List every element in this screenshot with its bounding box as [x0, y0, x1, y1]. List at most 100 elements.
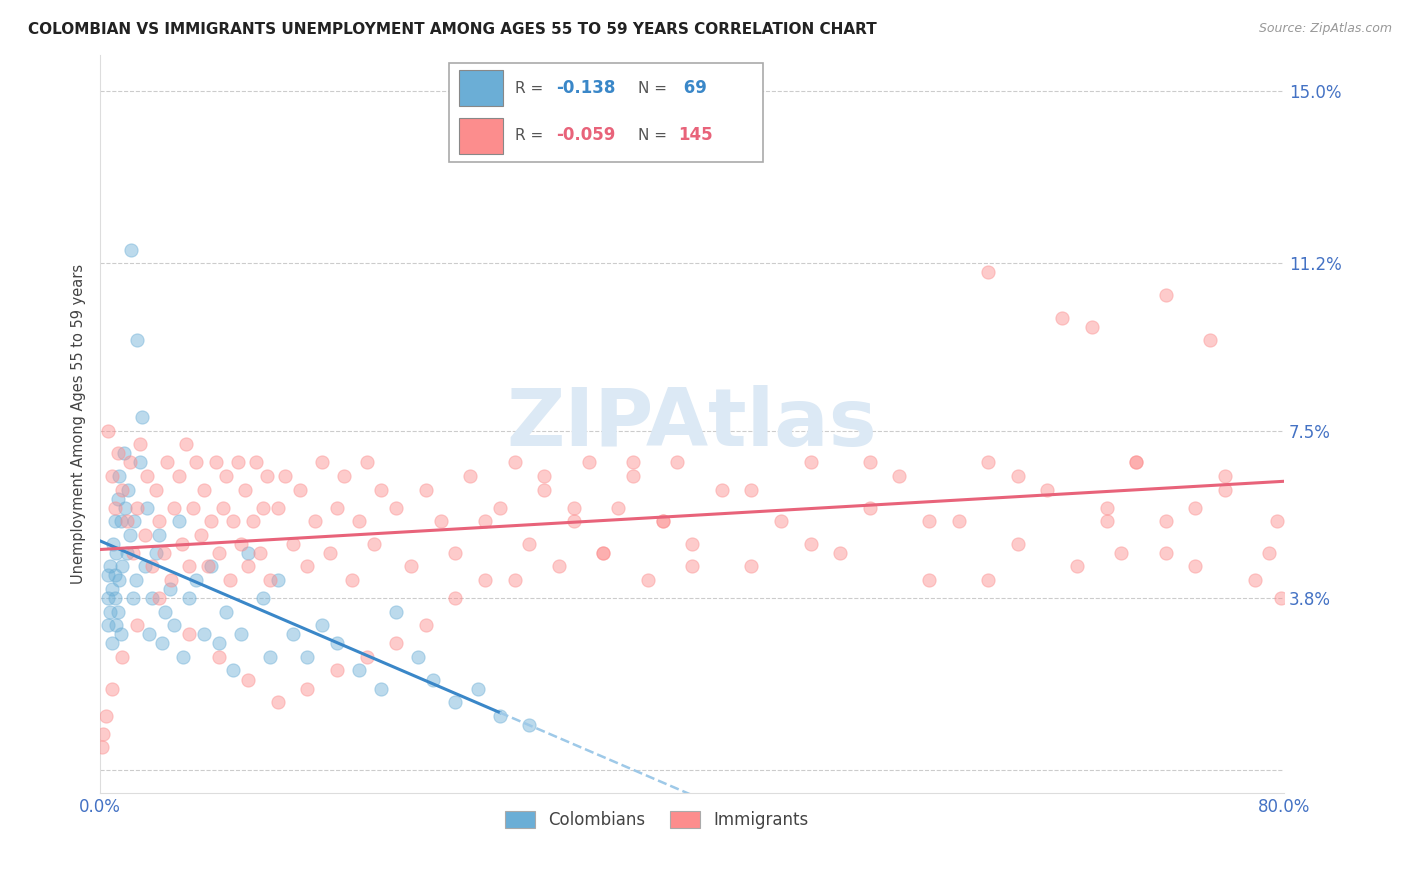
Point [1111, 546, 1133, 560]
Point [145, 483, 167, 497]
Point [233, 483, 256, 497]
Point [444, 546, 467, 560]
Point [101, 469, 124, 483]
Point [197, 559, 219, 574]
Point [138, 627, 160, 641]
Point [105, 546, 128, 560]
Point [769, 514, 792, 528]
Point [226, 455, 249, 469]
Point [242, 514, 264, 528]
Point [177, 627, 200, 641]
Point [163, 500, 186, 515]
Point [281, 627, 304, 641]
Point [977, 455, 1000, 469]
Point [356, 649, 378, 664]
Point [429, 514, 451, 528]
Point [104, 500, 127, 515]
Point [159, 582, 181, 596]
Point [408, 649, 430, 664]
Point [651, 514, 673, 528]
Point [193, 627, 215, 641]
Point [356, 455, 378, 469]
Point [347, 514, 370, 528]
Point [259, 649, 281, 664]
Point [592, 546, 614, 560]
Point [1066, 559, 1088, 574]
Point [105, 618, 128, 632]
Point [215, 469, 238, 483]
Point [101, 582, 124, 596]
Point [103, 537, 125, 551]
Point [1184, 500, 1206, 515]
Point [681, 537, 703, 551]
Point [607, 500, 630, 515]
Point [107, 605, 129, 619]
Point [458, 469, 481, 483]
Point [267, 573, 290, 587]
Point [326, 500, 349, 515]
Point [1036, 483, 1059, 497]
Point [167, 514, 190, 528]
Point [1243, 573, 1265, 587]
Point [222, 514, 245, 528]
Point [533, 469, 555, 483]
Point [548, 559, 571, 574]
Point [918, 514, 941, 528]
Point [141, 591, 163, 606]
Point [1154, 288, 1177, 302]
Text: Source: ZipAtlas.com: Source: ZipAtlas.com [1258, 22, 1392, 36]
Point [363, 537, 385, 551]
Point [399, 559, 422, 574]
Point [503, 455, 526, 469]
Point [90, 740, 112, 755]
Point [111, 649, 134, 664]
Point [148, 514, 170, 528]
Point [207, 546, 229, 560]
Point [136, 469, 159, 483]
Point [229, 537, 252, 551]
Point [467, 681, 489, 696]
Point [249, 546, 271, 560]
Point [1007, 469, 1029, 483]
Point [1213, 469, 1236, 483]
Point [1270, 591, 1292, 606]
Point [1154, 514, 1177, 528]
Point [155, 605, 177, 619]
Point [1125, 455, 1147, 469]
Point [236, 546, 259, 560]
Point [274, 469, 297, 483]
Point [141, 559, 163, 574]
Point [918, 573, 941, 587]
Point [1213, 483, 1236, 497]
Point [592, 546, 614, 560]
Point [326, 664, 349, 678]
Point [304, 514, 326, 528]
Point [170, 537, 193, 551]
Point [112, 446, 135, 460]
Point [681, 559, 703, 574]
Point [252, 500, 274, 515]
Point [415, 618, 437, 632]
Point [562, 514, 585, 528]
Point [1199, 333, 1222, 347]
Point [115, 514, 138, 528]
Point [94, 708, 117, 723]
Point [651, 514, 673, 528]
Point [710, 483, 733, 497]
Point [148, 591, 170, 606]
Point [127, 618, 149, 632]
Point [172, 649, 194, 664]
Point [666, 455, 689, 469]
Point [167, 469, 190, 483]
Point [117, 483, 139, 497]
Point [1258, 546, 1281, 560]
Point [200, 514, 222, 528]
Point [503, 573, 526, 587]
Point [222, 664, 245, 678]
Point [415, 483, 437, 497]
Point [830, 546, 852, 560]
Point [96, 568, 118, 582]
Point [236, 673, 259, 687]
Point [859, 455, 882, 469]
Text: ZIPAtlas: ZIPAtlas [506, 384, 877, 463]
